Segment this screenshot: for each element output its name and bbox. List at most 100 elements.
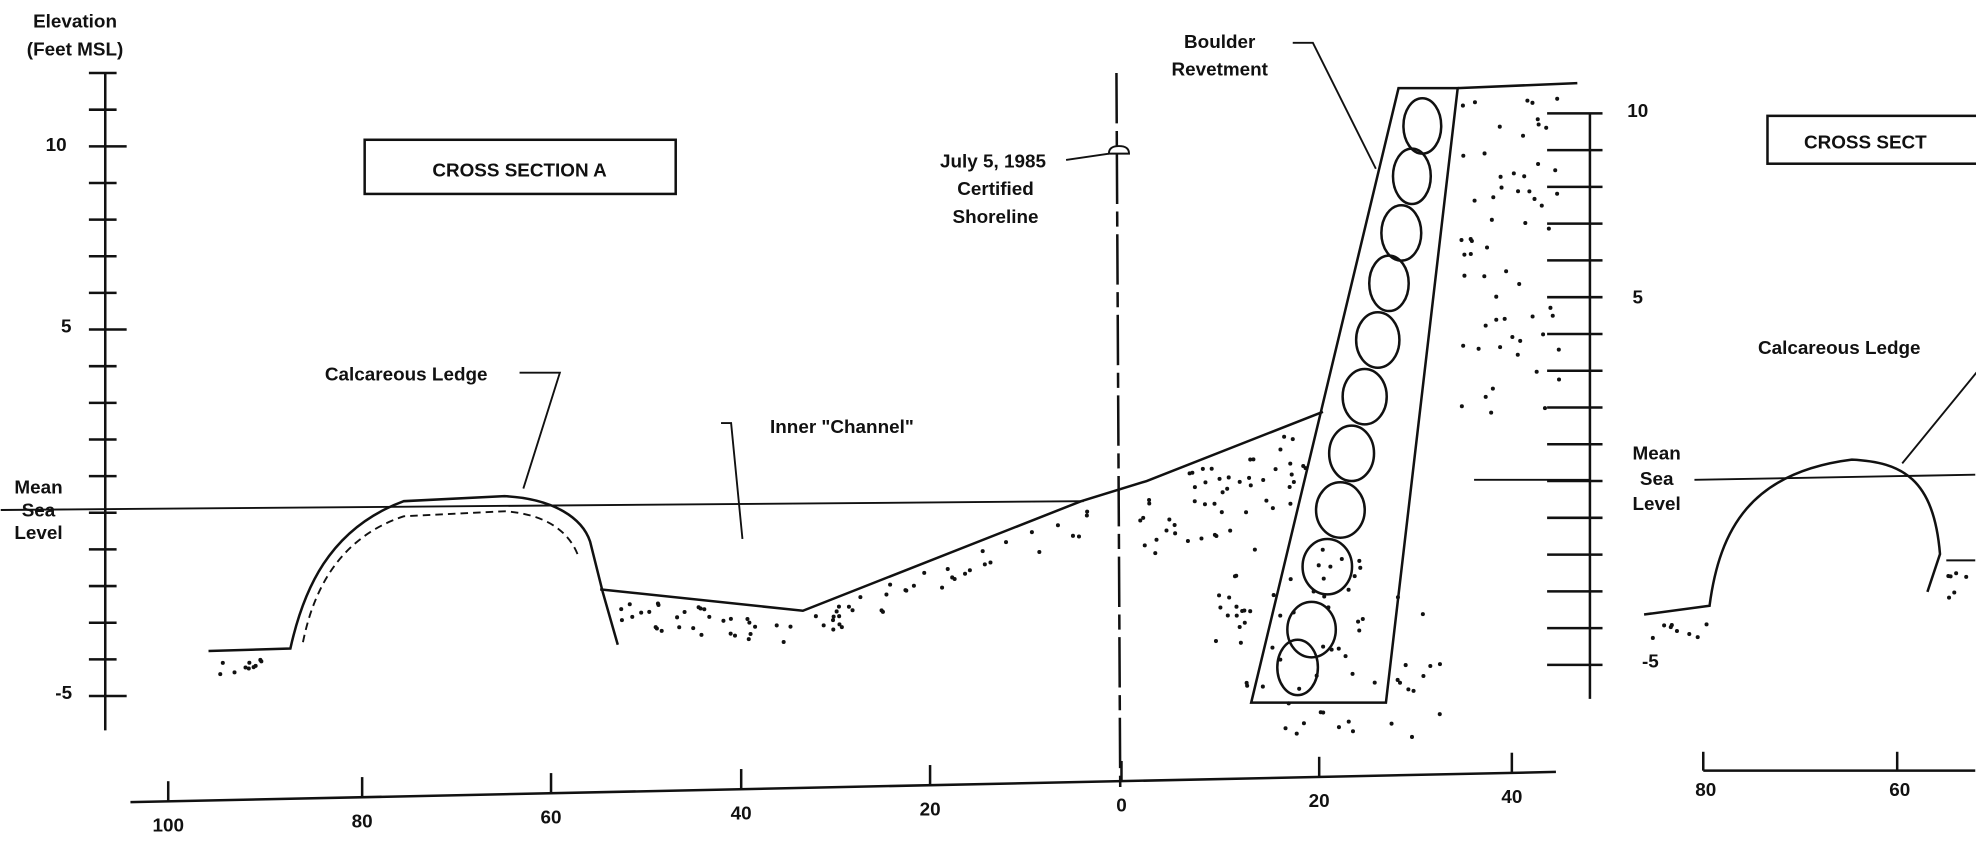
ledge bbox=[208, 494, 619, 653]
sand-dot bbox=[232, 670, 237, 675]
sand-dot bbox=[1499, 185, 1504, 190]
sand-dot bbox=[831, 627, 836, 632]
sand-dot bbox=[748, 631, 753, 637]
sand-dot bbox=[1301, 463, 1306, 468]
sand-dot bbox=[1220, 490, 1225, 495]
arrow bbox=[721, 422, 744, 540]
sea-level-label: Level bbox=[1633, 494, 1681, 515]
sand-dot bbox=[1461, 343, 1466, 348]
sand-dot bbox=[837, 614, 842, 619]
sand-dot bbox=[1173, 531, 1178, 536]
sand-dot bbox=[1164, 528, 1169, 533]
title-box bbox=[363, 138, 677, 196]
sand-dot bbox=[627, 602, 632, 607]
sand-dot bbox=[940, 585, 945, 590]
sand-dot bbox=[963, 571, 968, 576]
sand-dot bbox=[1518, 338, 1523, 343]
tick-label: 40 bbox=[731, 803, 752, 824]
sand-dot bbox=[1395, 595, 1400, 600]
sand-dot bbox=[1346, 719, 1351, 724]
sea-level-label: Sea bbox=[1640, 469, 1674, 490]
sand-dot bbox=[837, 622, 842, 627]
sand-dot bbox=[1357, 558, 1362, 563]
sand-dot bbox=[1695, 635, 1700, 640]
sand-dot bbox=[1476, 346, 1481, 351]
sand-dot bbox=[1437, 662, 1442, 667]
sand-dot bbox=[1462, 273, 1467, 278]
sand-dot bbox=[1397, 680, 1403, 685]
ground-top bbox=[1457, 81, 1578, 90]
sand-dot bbox=[728, 616, 733, 621]
sand-dot bbox=[1489, 217, 1494, 222]
boulder bbox=[1380, 204, 1423, 262]
sand-dot bbox=[1238, 640, 1243, 645]
sand-dot bbox=[1510, 335, 1515, 340]
sand-dot bbox=[850, 608, 855, 613]
sand-dot bbox=[1217, 593, 1222, 598]
sand-dot bbox=[1420, 612, 1425, 617]
sand-dot bbox=[1289, 472, 1294, 477]
sand-dot bbox=[630, 614, 635, 619]
sand-dot bbox=[1350, 729, 1355, 734]
sand-dot bbox=[1260, 684, 1265, 689]
sand-dot bbox=[1076, 534, 1082, 539]
tick-label: 5 bbox=[61, 316, 71, 337]
sand-dot bbox=[1226, 475, 1231, 480]
sand-dot bbox=[904, 588, 909, 593]
sand-dot bbox=[1668, 625, 1673, 630]
sand-dot bbox=[677, 625, 682, 630]
sand-dot bbox=[1409, 734, 1415, 739]
sand-dot bbox=[1472, 198, 1477, 203]
sand-dot bbox=[1290, 437, 1295, 442]
sand-dot bbox=[781, 640, 786, 645]
sand-dot bbox=[1084, 513, 1089, 518]
sand-dot bbox=[834, 609, 839, 614]
revetment bbox=[1249, 86, 1460, 704]
sand-dot bbox=[1213, 639, 1218, 644]
annotation: Revetment bbox=[1171, 60, 1268, 81]
sand-dot bbox=[1530, 100, 1535, 105]
sand-dot bbox=[1288, 501, 1293, 506]
sand-dot bbox=[980, 549, 985, 554]
distance-axis bbox=[130, 770, 1556, 804]
sand-dot bbox=[1248, 457, 1253, 462]
annotation: Inner "Channel" bbox=[770, 417, 914, 438]
sand-dot bbox=[1485, 245, 1490, 250]
sand-dot bbox=[1532, 196, 1537, 201]
sand-dot bbox=[967, 568, 972, 573]
sand-dot bbox=[1192, 499, 1197, 504]
sand-dot bbox=[1687, 632, 1692, 637]
sand-dot bbox=[639, 610, 644, 615]
sand-dot bbox=[1029, 530, 1034, 535]
section-title: CROSS SECTION A bbox=[432, 160, 607, 181]
sand-dot bbox=[1468, 251, 1473, 256]
sand-dot bbox=[619, 618, 624, 623]
sand-dot bbox=[1154, 537, 1159, 542]
tick-label: 20 bbox=[920, 799, 941, 820]
sand-dot bbox=[1271, 593, 1276, 598]
sand-dot bbox=[1522, 174, 1527, 179]
sand-dot bbox=[1483, 323, 1488, 328]
sand-dot bbox=[220, 660, 225, 665]
sand-dot bbox=[1244, 510, 1249, 515]
sand-dot bbox=[1546, 226, 1551, 231]
sand-dot bbox=[1468, 237, 1473, 242]
sand-dot bbox=[702, 607, 707, 612]
sand-dot bbox=[1261, 477, 1266, 483]
sand-dot bbox=[656, 602, 661, 607]
sand-dot bbox=[1248, 609, 1253, 614]
sand-dot bbox=[251, 665, 256, 670]
sand-dot bbox=[721, 618, 726, 623]
tick-label: 60 bbox=[541, 807, 562, 828]
sand-dot bbox=[988, 560, 993, 565]
sand-dot bbox=[1192, 485, 1197, 490]
sand-dot bbox=[1283, 726, 1288, 731]
sand-dot bbox=[1247, 475, 1252, 480]
sand-dot bbox=[1251, 457, 1256, 462]
sand-dot bbox=[1947, 595, 1952, 600]
sand-dot bbox=[1004, 540, 1009, 545]
annotation: Calcareous Ledge bbox=[1758, 338, 1921, 359]
boulder bbox=[1276, 638, 1320, 697]
sand-dot bbox=[1491, 195, 1496, 200]
